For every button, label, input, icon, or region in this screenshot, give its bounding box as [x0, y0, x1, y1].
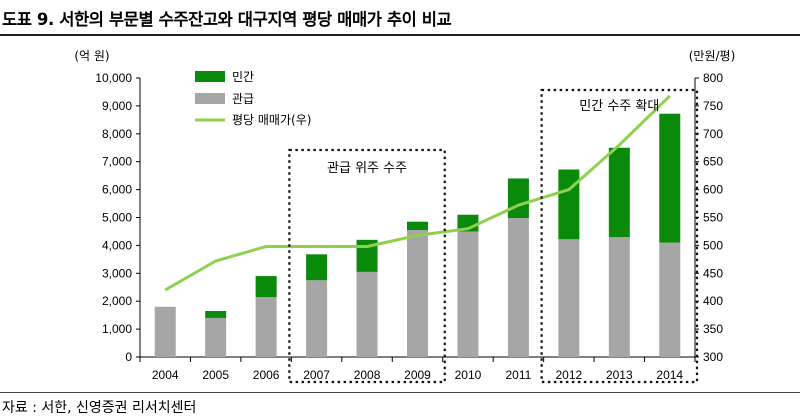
chart-title: 도표 9. 서한의 부문별 수주잔고와 대구지역 평당 매매가 추이 비교 — [2, 10, 452, 29]
legend-label-private: 민간 — [232, 70, 254, 84]
bar-private — [255, 276, 277, 298]
x-tick-label: 2010 — [455, 368, 482, 382]
y-left-tick-label: 2,000 — [102, 294, 132, 308]
y-right-axis-label: (만원/평) — [689, 49, 736, 63]
y-left-tick-label: 10,000 — [95, 71, 132, 85]
bar-public — [558, 239, 580, 357]
bar-public — [356, 271, 378, 357]
bar-private — [608, 147, 630, 238]
bar-private — [558, 169, 580, 240]
x-tick-label: 2008 — [354, 368, 381, 382]
bar-public — [306, 280, 328, 357]
x-tick-label: 2012 — [556, 368, 583, 382]
legend-swatch-public — [195, 93, 225, 104]
y-left-tick-label: 3,000 — [102, 266, 132, 280]
bar-public — [507, 218, 529, 357]
title-divider — [0, 34, 800, 36]
y-left-axis-label: (억 원) — [74, 49, 109, 63]
y-left-tick-label: 5,000 — [102, 211, 132, 225]
y-right-tick-label: 500 — [703, 238, 723, 252]
plot-area: 0 1,000 2,000 3,000 4,000 5,000 6,000 7,000 8,00… — [74, 49, 736, 384]
chart: 0 1,000 2,000 3,000 4,000 5,000 6,000 7,000 8,00… — [74, 49, 736, 384]
y-left-tick-label: 9,000 — [102, 99, 132, 113]
bar-public — [255, 297, 277, 357]
x-tick-label: 2009 — [404, 368, 431, 382]
y-left-tick-label: 4,000 — [102, 238, 132, 252]
y-right-tick-label: 400 — [703, 294, 723, 308]
y-right-tick-label: 600 — [703, 183, 723, 197]
bar-public — [154, 306, 176, 357]
annotation-box — [288, 148, 446, 384]
x-tick-label: 2013 — [606, 368, 633, 382]
line-price — [164, 94, 671, 292]
y-left-tick-label: 8,000 — [102, 127, 132, 141]
bar-private — [306, 254, 328, 281]
bar-public — [659, 242, 681, 357]
legend-label-price: 평당 매매가(우) — [232, 113, 311, 127]
annotation-box — [540, 88, 699, 384]
bar-private — [659, 113, 681, 243]
y-left-tick-label: 1,000 — [102, 322, 132, 336]
x-tick-label: 2014 — [656, 368, 683, 382]
bar-public — [457, 231, 479, 357]
x-tick-label: 2005 — [202, 368, 229, 382]
bar-private — [407, 221, 428, 231]
source-divider — [0, 392, 800, 393]
x-tick-label: 2004 — [152, 368, 179, 382]
y-left-tick-label: 6,000 — [102, 183, 132, 197]
legend-swatch-private — [195, 71, 225, 82]
annotation-label: 관급 위주 수주 — [327, 161, 407, 176]
y-right-tick-label: 750 — [703, 99, 723, 113]
y-right-tick-label: 800 — [703, 71, 723, 85]
y-left-tick-label: 7,000 — [102, 155, 132, 169]
bar-public — [205, 317, 227, 357]
y-left-tick-label: 0 — [125, 350, 132, 364]
y-right-tick-label: 350 — [703, 322, 723, 336]
bar-private — [507, 178, 529, 219]
bar-private — [205, 310, 227, 318]
annotation-label: 민간 수주 확대 — [579, 99, 659, 114]
y-right-tick-label: 650 — [703, 155, 723, 169]
x-tick-label: 2011 — [506, 368, 532, 382]
x-tick-label: 2007 — [303, 368, 330, 382]
y-right-tick-label: 300 — [703, 350, 723, 364]
legend-label-public: 관급 — [232, 92, 254, 106]
y-right-tick-label: 700 — [703, 127, 723, 141]
source-note: 자료 : 서한, 신영증권 리서치센터 — [2, 400, 197, 416]
bar-public — [407, 230, 428, 357]
bar-public — [608, 237, 630, 357]
x-tick-label: 2006 — [253, 368, 280, 382]
y-right-tick-label: 450 — [703, 266, 723, 280]
y-right-tick-label: 550 — [703, 211, 723, 225]
